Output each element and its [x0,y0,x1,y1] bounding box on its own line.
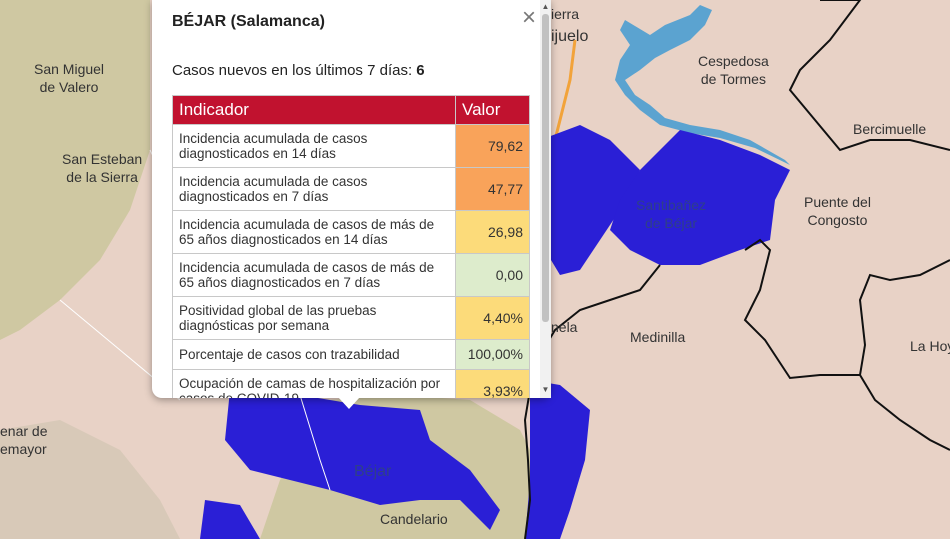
table-row: Porcentaje de casos con trazabilidad 100,… [172,339,530,370]
close-icon[interactable]: × [521,4,536,31]
region-center [540,125,640,275]
label-la-hoya: La Hoy [910,338,950,354]
scroll-up-icon[interactable]: ▲ [541,2,550,11]
indicator-cell: Incidencia acumulada de casos diagnostic… [172,124,456,168]
label-cespedosa-de-tormes: Cespedosa de Tormes [698,53,769,87]
forest-area-west [0,0,150,340]
label-candelario: Candelario [380,511,448,527]
scroll-thumb[interactable] [542,14,549,322]
indicator-cell: Incidencia acumulada de casos de más de … [172,210,456,254]
popup-tip [338,397,360,409]
label-guijuelo: ijuelo [551,28,589,45]
header-value: Valor [455,95,530,125]
label-santibanez-de-bejar: Santibañez de Béjar [636,197,707,231]
label-sierra: ierra [551,6,580,22]
value-cell: 79,62 [455,124,530,168]
label-bercimuelle: Bercimuelle [853,121,927,137]
region-santibanez [610,130,790,265]
province-border-3 [859,374,950,451]
table-header-row: Indicador Valor [172,95,530,125]
region-bejar [225,390,500,530]
reservoir [615,5,800,175]
header-indicator: Indicador [172,95,456,125]
table-row: Incidencia acumulada de casos de más de … [172,253,530,297]
label-san-esteban-de-la-sierra: San Esteban de la Sierra [62,151,143,185]
value-cell: 4,40% [455,296,530,340]
province-border [788,0,950,152]
indicator-cell: Incidencia acumulada de casos diagnostic… [172,167,456,211]
scroll-down-icon[interactable]: ▼ [541,385,550,394]
popup-title: BÉJAR (Salamanca) [172,13,325,30]
region-sw [200,500,260,539]
region-south-strip [525,380,590,539]
indicator-cell: Porcentaje de casos con trazabilidad [172,339,456,370]
value-cell: 0,00 [455,253,530,297]
indicator-cell: Ocupación de camas de hospitalización po… [172,369,456,398]
table-row: Incidencia acumulada de casos de más de … [172,210,530,254]
label-puente-del-congosto: Puente del Congosto [804,194,871,228]
label-medinilla: Medinilla [630,329,686,345]
value-cell: 100,00% [455,339,530,370]
table-row: Ocupación de camas de hospitalización po… [172,369,530,398]
value-cell: 26,98 [455,210,530,254]
indicator-cell: Positividad global de las pruebas diagnó… [172,296,456,340]
label-bejar: Béjar [354,463,392,480]
popup-content[interactable]: BÉJAR (Salamanca) Casos nuevos en los úl… [152,0,542,398]
cases-value: 6 [416,62,425,79]
cases-label: Casos nuevos en los últimos 7 días: [172,62,417,79]
popup-scrollbar[interactable]: ▲ ▼ [540,0,551,398]
municipal-line-3 [299,394,331,491]
province-border-2 [743,238,950,380]
table-row: Incidencia acumulada de casos diagnostic… [172,124,530,168]
value-cell: 47,77 [455,167,530,211]
info-popup: BÉJAR (Salamanca) Casos nuevos en los úl… [152,0,551,409]
table-row: Positividad global de las pruebas diagnó… [172,296,530,340]
label-san-miguel-de-valero: San Miguel de Valero [34,61,105,95]
table-row: Incidencia acumulada de casos diagnostic… [172,167,530,211]
forest-area-sw [0,420,180,539]
indicator-cell: Incidencia acumulada de casos de más de … [172,253,456,297]
indicator-table: Indicador Valor Incidencia acumulada de … [172,95,530,398]
cases-summary: Casos nuevos en los últimos 7 días: 6 [172,62,425,79]
value-cell: 3,93% [455,369,530,398]
label-enar-de-emayor: enar de emayor [0,423,48,457]
label-nela: nela [551,319,578,335]
